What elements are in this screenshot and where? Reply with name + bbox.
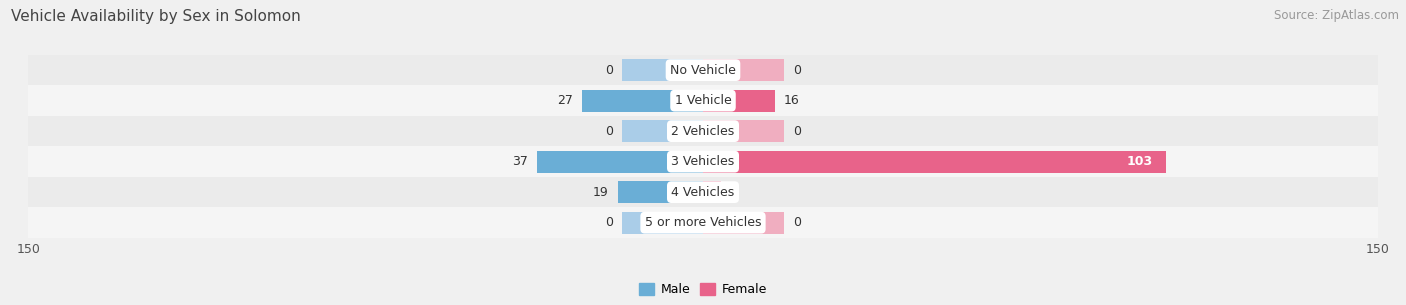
Text: 103: 103	[1126, 155, 1153, 168]
Text: 2 Vehicles: 2 Vehicles	[672, 125, 734, 138]
Bar	[28, 55, 1378, 85]
Legend: Male, Female: Male, Female	[634, 278, 772, 301]
Text: 5 or more Vehicles: 5 or more Vehicles	[645, 216, 761, 229]
Text: 0: 0	[605, 216, 613, 229]
Bar	[703, 212, 785, 234]
Bar	[28, 146, 1378, 177]
Text: 37: 37	[512, 155, 527, 168]
Text: 0: 0	[793, 125, 801, 138]
Bar	[617, 181, 703, 203]
Bar	[28, 85, 1378, 116]
Bar	[703, 151, 1167, 173]
Bar	[621, 212, 703, 234]
Text: Vehicle Availability by Sex in Solomon: Vehicle Availability by Sex in Solomon	[11, 9, 301, 24]
Text: 19: 19	[593, 186, 609, 199]
Text: 16: 16	[785, 94, 800, 107]
Text: Source: ZipAtlas.com: Source: ZipAtlas.com	[1274, 9, 1399, 22]
Bar	[621, 120, 703, 142]
Bar	[28, 177, 1378, 207]
Text: 0: 0	[793, 64, 801, 77]
Bar	[703, 120, 785, 142]
Bar	[537, 151, 703, 173]
Text: 0: 0	[605, 125, 613, 138]
Text: 4 Vehicles: 4 Vehicles	[672, 186, 734, 199]
Bar	[703, 181, 721, 203]
Bar	[703, 59, 785, 81]
Bar	[703, 90, 775, 112]
Text: 0: 0	[605, 64, 613, 77]
Text: 1 Vehicle: 1 Vehicle	[675, 94, 731, 107]
Bar	[582, 90, 703, 112]
Text: 0: 0	[793, 216, 801, 229]
Bar	[28, 116, 1378, 146]
Bar	[28, 207, 1378, 238]
Bar	[621, 59, 703, 81]
Text: 4: 4	[730, 186, 738, 199]
Text: No Vehicle: No Vehicle	[671, 64, 735, 77]
Text: 27: 27	[557, 94, 572, 107]
Text: 3 Vehicles: 3 Vehicles	[672, 155, 734, 168]
